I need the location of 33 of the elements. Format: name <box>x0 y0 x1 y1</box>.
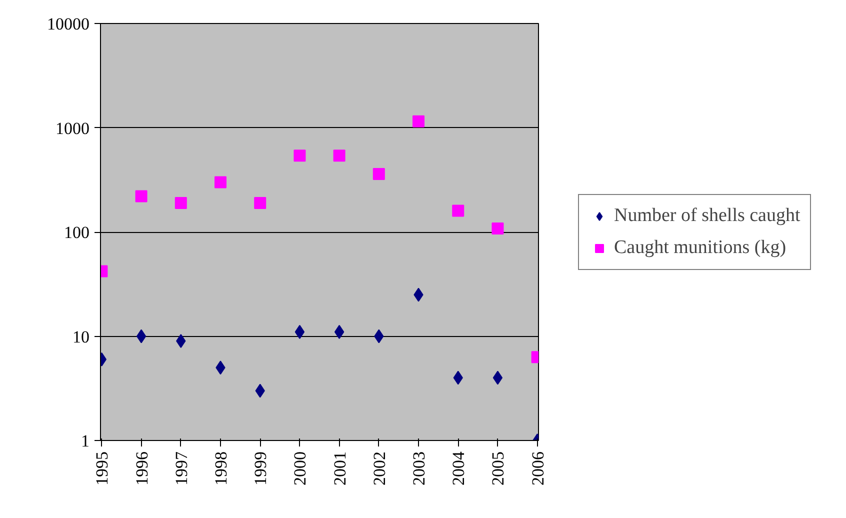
x-tick-label: 2004 <box>449 451 468 486</box>
x-tick-label: 2001 <box>330 452 350 486</box>
point <box>136 329 146 344</box>
point <box>333 150 346 162</box>
point <box>372 168 385 180</box>
point <box>174 196 187 209</box>
x-tick-label: 1998 <box>211 452 230 486</box>
x-tick-label: 1997 <box>172 451 191 486</box>
y-tick-label: 1000 <box>56 118 90 138</box>
point <box>294 150 306 162</box>
point <box>452 204 464 217</box>
y-tick-label: 10000 <box>47 14 90 34</box>
x-tick-label: 1995 <box>92 452 112 486</box>
point <box>492 370 503 385</box>
y-tick-label: 100 <box>64 223 90 242</box>
point <box>135 190 148 202</box>
x-tick-label: 2000 <box>290 452 310 486</box>
legend-label: Caught munitions (kg) <box>614 236 786 258</box>
x-tick-label: 2003 <box>410 452 429 486</box>
point <box>334 324 344 339</box>
point <box>214 176 226 188</box>
point <box>254 196 266 209</box>
x-tick-label: 1996 <box>132 452 152 486</box>
x-tick-label: 1999 <box>251 452 270 486</box>
point <box>412 115 425 128</box>
x-tick-label: 2002 <box>370 452 389 486</box>
legend-label: Number of shells caught <box>614 204 800 226</box>
point <box>492 222 504 235</box>
point <box>294 324 305 339</box>
x-tick-label: 2005 <box>488 452 508 486</box>
y-tick-label: 1 <box>81 432 90 450</box>
y-tick-label: 10 <box>72 327 90 346</box>
x-tick-label: 2006 <box>528 452 548 486</box>
